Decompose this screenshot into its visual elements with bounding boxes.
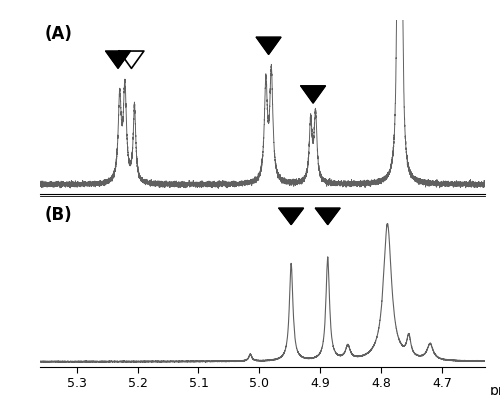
Polygon shape [256, 37, 281, 55]
Text: ppm: ppm [490, 384, 500, 395]
Text: (B): (B) [44, 207, 72, 224]
Polygon shape [119, 51, 144, 68]
Polygon shape [316, 208, 340, 225]
Polygon shape [106, 51, 130, 68]
Text: (A): (A) [44, 25, 72, 43]
Polygon shape [278, 208, 303, 225]
Polygon shape [300, 86, 326, 103]
